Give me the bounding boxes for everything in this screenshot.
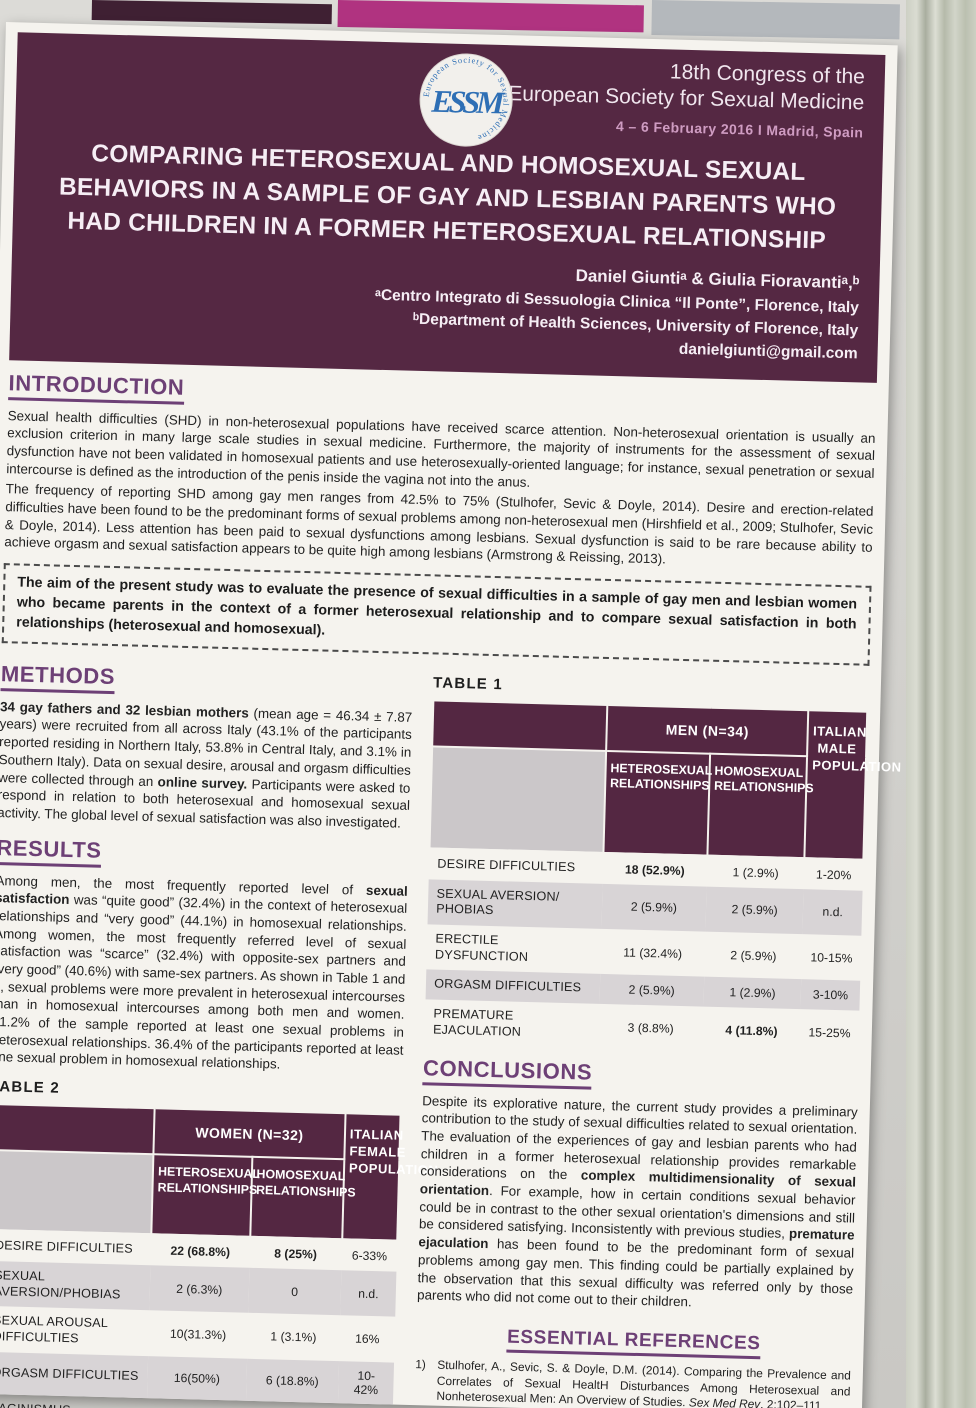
methods-heading: METHODS [0, 660, 115, 694]
content-columns: METHODS 34 gay fathers and 32 lesbian mo… [0, 651, 902, 1408]
table1-population-header: ITALIAN MALE POPULATION [804, 710, 902, 860]
table2-corner-cell [0, 1104, 155, 1155]
row-label: DESIRE DIFFICULTIES [437, 856, 576, 874]
cell-homo: 0 [245, 1401, 338, 1408]
cell-homo: 1 (2.9%) [729, 985, 776, 1001]
poster-board-edge [906, 0, 976, 1408]
conclusions-paragraph: Despite its explorative nature, the curr… [416, 1092, 858, 1310]
poster-title: COMPARING HETEROSEXUAL AND HOMOSEXUAL SE… [58, 140, 837, 255]
authors-block: Daniel Giuntiᵃ & Giulia Fioravantiᵃ,ᵇ ᵃC… [26, 249, 864, 366]
cell-hetero: 2 (5.9%) [628, 982, 675, 999]
study-aim-box: The aim of the present study was to eval… [1, 563, 872, 666]
cell-hetero: 18 (52.9%) [624, 862, 685, 878]
table2-label: TABLE 2 [0, 1078, 61, 1097]
cell-homo: 6 (18.8%) [265, 1373, 319, 1389]
results-paragraph: Among men, the most frequently reported … [0, 872, 408, 1072]
methods-section: METHODS 34 gay fathers and 32 lesbian mo… [0, 651, 414, 833]
row-label: SEXUAL AROUSAL DIFFICULTIES [0, 1313, 108, 1346]
introduction-section: INTRODUCTION Sexual health difficulties … [4, 360, 877, 574]
reference-number: 1) [415, 1357, 427, 1372]
table2-homo-header: HOMOSEXUAL RELATIONSHIPS [249, 1156, 356, 1240]
cell-homo: 2 (5.9%) [730, 947, 777, 964]
table1-label: TABLE 1 [432, 674, 504, 693]
table2-population-header: ITALIAN FEMALE POPULATION [342, 1113, 438, 1241]
row-label: ORGASM DIFFICULTIES [0, 1365, 139, 1383]
table1-corner-cell [432, 700, 608, 751]
left-column: METHODS 34 gay fathers and 32 lesbian mo… [0, 651, 438, 1408]
adjacent-poster-strip-maroon [91, 0, 332, 25]
cell-population: 10-15% [810, 950, 853, 966]
right-column: TABLE 1 MEN (N=34) ITALIAN MALE POPULATI… [413, 662, 902, 1408]
table1-column-header-row: HETEROSEXUAL RELATIONSHIPS HOMOSEXUAL RE… [429, 746, 866, 859]
row-label: SEXUAL AVERSION/ PHOBIAS [436, 886, 560, 918]
table2-group-header: WOMEN (N=32) [153, 1108, 346, 1160]
poster-sheet: European Society for Sexual Medicine ESS… [0, 22, 902, 1408]
results-section: RESULTS Among men, the most frequently r… [0, 825, 409, 1077]
row-label: SEXUAL AVERSION/PHOBIAS [0, 1267, 121, 1302]
cell-hetero: 22 (68.8%) [170, 1243, 231, 1260]
adjacent-poster-strip-grey [651, 0, 900, 40]
cell-hetero: 10(31.3%) [169, 1326, 227, 1343]
cell-population: n.d. [358, 1286, 379, 1301]
methods-paragraph: 34 gay fathers and 32 lesbian mothers (m… [0, 698, 413, 831]
cell-population: 10-42% [353, 1368, 379, 1398]
essm-logo-center-text: ESSM [430, 84, 507, 121]
conclusions-section: CONCLUSIONS Despite its explorative natu… [417, 1045, 859, 1316]
introduction-heading: INTRODUCTION [8, 369, 185, 405]
table2-column-header-row: HETEROSEXUAL RELATIONSHIPS HOMOSEXUAL RE… [0, 1150, 400, 1241]
table2-hetero-header: HETEROSEXUAL RELATIONSHIPS [151, 1154, 260, 1237]
row-label: ERECTILE DYSFUNCTION [434, 931, 529, 964]
cell-homo: 0 [291, 1284, 299, 1299]
results-heading: RESULTS [0, 834, 102, 868]
cell-homo: 1 (3.1%) [270, 1329, 317, 1345]
row-label: DESIRE DIFFICULTIES [0, 1238, 134, 1256]
row-label: ORGASM DIFFICULTIES [434, 976, 582, 995]
cell-hetero: 3 (8.8%) [627, 1020, 674, 1036]
cell-hetero: 2 (6.3%) [176, 1281, 223, 1297]
adjacent-poster-strip-magenta [337, 0, 644, 33]
reference-item: 1) Stulhofer, A., Sevic, S. & Doyle, D.M… [414, 1357, 851, 1408]
cell-population: 1-2% [337, 1403, 393, 1408]
references-heading: ESSENTIAL REFERENCES [506, 1326, 761, 1360]
cell-homo: 1 (2.9%) [732, 864, 779, 881]
cell-homo: 8 (25%) [274, 1246, 318, 1262]
reference-text: Stulhofer, A., Sevic, S. & Doyle, D.M. (… [436, 1357, 852, 1408]
cell-hetero: 16(50%) [173, 1370, 221, 1386]
table2: WOMEN (N=32) ITALIAN FEMALE POPULATION H… [0, 1103, 438, 1408]
table1-hetero-header: HETEROSEXUAL RELATIONSHIPS [603, 750, 712, 856]
cell-population: n.d. [822, 904, 844, 920]
cell-population: 15-25% [808, 1025, 851, 1041]
cell-population: 16% [354, 1331, 380, 1347]
table1-homo-header: HOMOSEXUAL RELATIONSHIPS [707, 753, 814, 858]
references-section: ESSENTIAL REFERENCES 1) Stulhofer, A., S… [413, 1314, 852, 1408]
cell-homo: 4 (11.8%) [725, 1023, 778, 1039]
table2-blank-cell [0, 1150, 154, 1235]
cell-hetero: 4 (12.5) [146, 1398, 245, 1408]
cell-homo: 2 (5.9%) [731, 902, 778, 918]
cell-population: 1-20% [815, 867, 852, 883]
conclusions-heading: CONCLUSIONS [422, 1054, 593, 1090]
essm-logo-icon: European Society for Sexual Medicine ESS… [417, 51, 515, 149]
cell-population: 6-33% [351, 1248, 388, 1264]
cell-hetero: 11 (32.4%) [623, 945, 683, 961]
cell-population: 3-10% [812, 987, 849, 1003]
cell-hetero: 2 (5.9%) [630, 899, 678, 916]
poster-header-band: European Society for Sexual Medicine ESS… [9, 32, 886, 383]
table1-blank-cell [429, 746, 606, 853]
row-label: PREMATURE EJACULATION [432, 1006, 522, 1039]
table1: MEN (N=34) ITALIAN MALE POPULATION HETER… [424, 699, 902, 1056]
table1-group-header: MEN (N=34) [605, 704, 809, 756]
